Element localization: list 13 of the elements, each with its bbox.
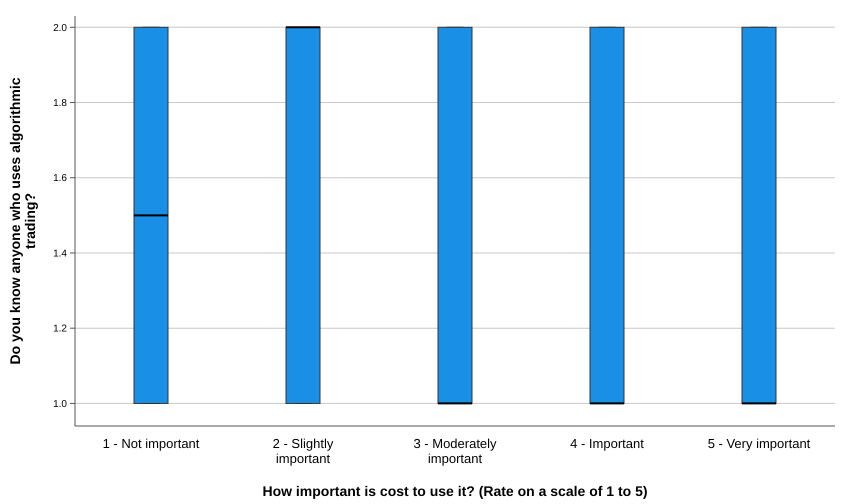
x-tick-label: 5 - Very important (708, 436, 811, 451)
x-tick-label: 1 - Not important (102, 436, 200, 451)
x-tick-label: 2 - Slightly important (272, 436, 334, 466)
y-tick-label: 2.0 (53, 22, 68, 34)
y-tick-label: 1.4 (53, 248, 68, 260)
y-tick-label: 1.2 (53, 324, 68, 335)
y-tick-label: 1.0 (53, 398, 68, 410)
y-axis-title: Do you know anyone who uses algorithmic trading? (7, 77, 38, 365)
y-tick-label: 1.8 (53, 98, 68, 110)
x-tick-label: 3 - Moderately important (413, 436, 498, 466)
x-axis-title: How important is cost to use it? (Rate on a scale of 1 to 5) (262, 483, 648, 499)
y-tick-label: 1.6 (53, 173, 68, 184)
x-tick-label: 4 - Important (570, 436, 644, 451)
